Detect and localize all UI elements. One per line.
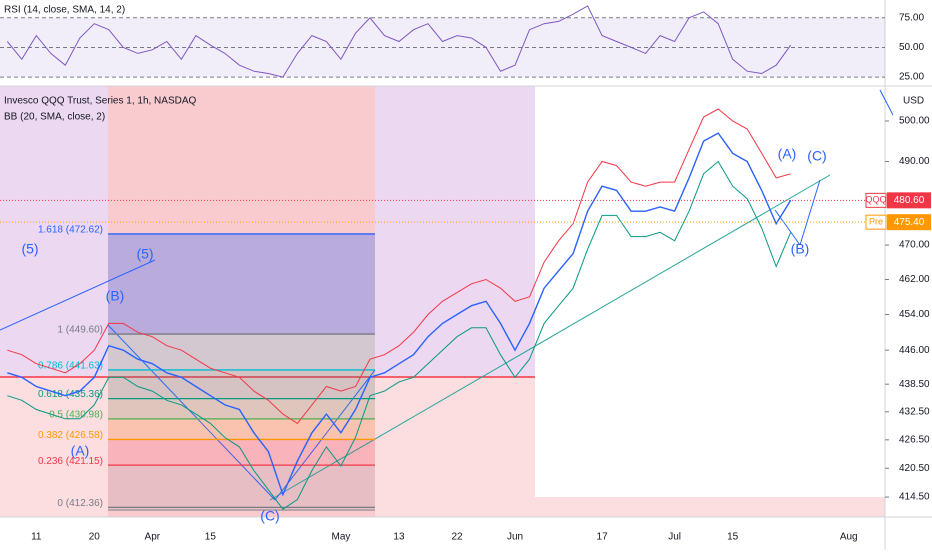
price-line — [7, 160, 792, 510]
wave-label: (A) — [71, 443, 90, 459]
price-line — [7, 108, 791, 425]
fib-label: 0 (412.36) — [57, 498, 103, 509]
x-tick-label: Apr — [145, 532, 161, 543]
fib-label: 0.236 (421.15) — [38, 456, 103, 467]
zone-red — [108, 86, 375, 517]
x-tick-label: Jun — [507, 532, 523, 543]
zone-purple — [0, 86, 108, 376]
fib-label: 1.618 (472.62) — [38, 225, 103, 236]
fib-fill — [108, 465, 375, 508]
price-line — [7, 132, 792, 497]
trend-line — [269, 174, 831, 501]
wave-line — [274, 369, 376, 501]
rsi-pane — [0, 0, 885, 86]
wave-line — [879, 89, 894, 116]
symbol-label: QQQ — [865, 195, 886, 205]
fib-label: 1 (449.60) — [57, 325, 103, 336]
price-label: 475.40 — [894, 217, 925, 228]
zone-pink — [375, 376, 535, 517]
x-tick-label: May — [331, 532, 350, 543]
wave-line — [107, 324, 276, 501]
x-tick-label: 13 — [393, 532, 405, 543]
wave-label: (5) — [136, 246, 153, 262]
x-tick-label: 15 — [205, 532, 217, 543]
y-tick-label: 414.50 — [899, 492, 930, 503]
wave-label: (5) — [21, 241, 38, 257]
wave-label: (B) — [106, 288, 125, 304]
price-label: 480.60 — [894, 195, 925, 206]
y-tick-label: 432.50 — [899, 406, 930, 417]
wave-line — [774, 209, 801, 246]
symbol-label: Pre — [869, 217, 883, 227]
y-tick-label: 426.50 — [899, 434, 930, 445]
fib-fill — [108, 439, 375, 466]
fib-label: 0.786 (441.63) — [38, 361, 103, 372]
fib-fill — [108, 398, 375, 419]
wave-label: (C) — [807, 148, 826, 164]
y-tick-label: 454.00 — [899, 309, 930, 320]
fib-fill — [108, 369, 375, 399]
rsi-tick-label: 50.00 — [899, 42, 924, 53]
fib-fill — [108, 233, 375, 335]
x-tick-label: 17 — [597, 532, 609, 543]
rsi-tick-label: 75.00 — [899, 12, 924, 23]
y-tick-label: 462.00 — [899, 274, 930, 285]
rsi-tick-label: 25.00 — [899, 72, 924, 83]
wave-label: (B) — [791, 241, 810, 257]
currency: USD — [903, 96, 924, 107]
wave-line — [799, 179, 821, 246]
zone-pink — [535, 497, 885, 517]
price-badge — [887, 214, 931, 231]
chart-title: Invesco QQQ Trust, Series 1, 1h, NASDAQ — [4, 96, 197, 107]
x-tick-label: Aug — [840, 532, 858, 543]
wave-label: (A) — [778, 146, 797, 162]
fib-fill — [108, 418, 375, 440]
y-tick-label: 438.50 — [899, 379, 930, 390]
x-tick-label: 11 — [31, 532, 42, 543]
symbol-badge — [865, 214, 887, 230]
fib-label: 0.5 (430.98) — [49, 410, 103, 421]
x-tick-label: 22 — [451, 532, 463, 543]
y-tick-label: 500.00 — [899, 116, 930, 127]
wave-label: (C) — [260, 508, 279, 524]
x-tick-label: 20 — [89, 532, 101, 543]
x-tick-label: 15 — [727, 532, 739, 543]
x-tick-label: Jul — [668, 532, 681, 543]
fib-fill — [108, 334, 375, 370]
zone-purple — [375, 86, 535, 376]
y-tick-label: 470.00 — [899, 240, 930, 251]
fib-label: 0.382 (426.58) — [38, 430, 103, 441]
rsi-line — [6, 5, 792, 78]
wave-line — [0, 259, 156, 331]
y-tick-label: 446.00 — [899, 345, 930, 356]
indicator-title: BB (20, SMA, close, 2) — [4, 112, 105, 123]
rsi-title: RSI (14, close, SMA, 14, 2) — [4, 5, 125, 16]
y-tick-label: 420.50 — [899, 463, 930, 474]
y-tick-label: 490.00 — [899, 156, 930, 167]
price-badge — [887, 192, 931, 209]
symbol-badge — [865, 192, 887, 208]
